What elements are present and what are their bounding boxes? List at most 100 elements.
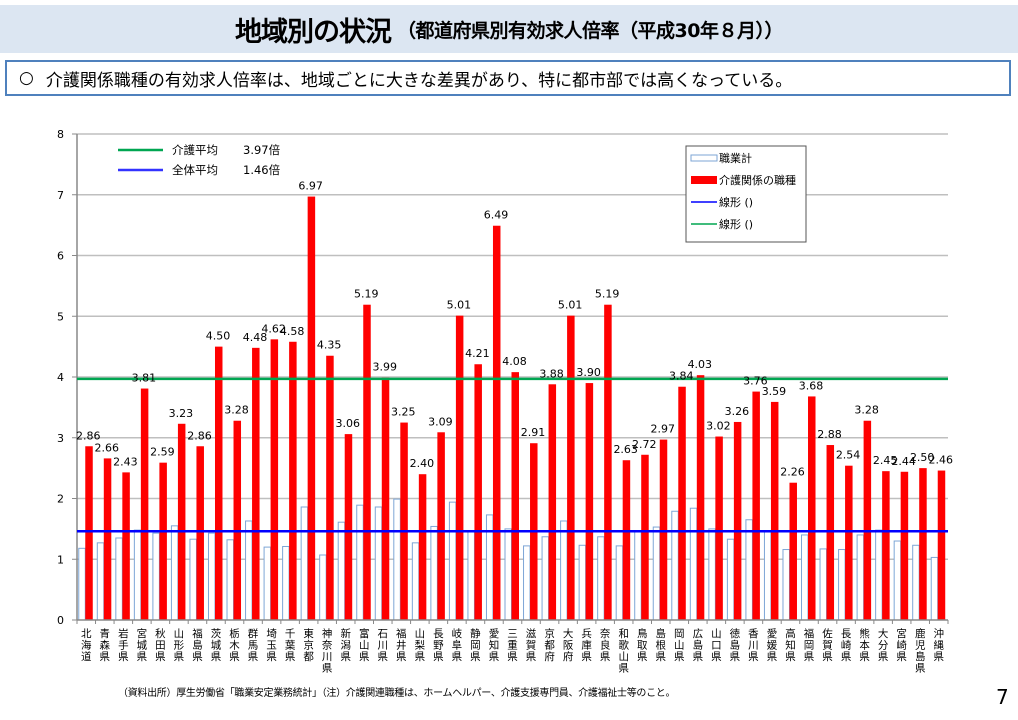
- page-number: 7: [996, 685, 1009, 709]
- bar-care-occupations: [400, 422, 408, 620]
- bar-all-occupations: [912, 544, 920, 621]
- x-tick-label: 石川県: [378, 628, 389, 663]
- bar-all-occupations: [838, 549, 846, 621]
- x-tick-label: 山口県: [711, 628, 722, 663]
- x-tick-label: 静岡県: [470, 627, 481, 663]
- bar-care-occupations: [418, 474, 427, 620]
- bar-all-occupations: [282, 545, 290, 621]
- y-axis: 0 1 2 3 4 5 6 7 8: [57, 128, 78, 627]
- bar-care-occupations: [882, 471, 890, 620]
- data-label: 2.26: [780, 466, 805, 479]
- data-label: 3.84: [669, 370, 694, 383]
- bar-all-occupations: [411, 542, 420, 621]
- x-tick-label: 秋田県: [155, 627, 166, 663]
- x-tick-label: 香川県: [748, 628, 759, 663]
- bar-all-occupations: [263, 546, 272, 621]
- bullet-circle-icon: ○: [19, 68, 34, 88]
- bar-care-occupations: [252, 347, 260, 620]
- y-tick-label: 1: [57, 553, 64, 566]
- bar-all-occupations: [133, 529, 142, 621]
- bar-all-occupations: [226, 539, 235, 621]
- bar-care-occupations: [122, 472, 130, 620]
- bar-care-occupations: [455, 315, 464, 620]
- bar-care-occupations: [622, 460, 631, 620]
- bar-all-occupations: [615, 545, 624, 621]
- bar-care-occupations: [159, 462, 167, 620]
- data-label: 2.50: [910, 451, 935, 464]
- bar-care-occupations: [548, 384, 557, 620]
- data-label: 3.02: [706, 420, 731, 433]
- bar-all-occupations: [356, 504, 364, 621]
- x-tick-label: 鹿児島県: [915, 627, 926, 675]
- bar-care-occupations: [344, 434, 353, 620]
- bar-all-occupations: [78, 547, 86, 621]
- x-tick-label: 鳥取県: [637, 627, 648, 663]
- data-label: 3.99: [373, 361, 398, 374]
- bar-care-occupations: [233, 420, 242, 620]
- x-tick-label: 岩手県: [118, 627, 129, 663]
- data-label: 2.43: [113, 455, 138, 468]
- x-tick-label: 大分県: [878, 627, 889, 663]
- y-tick-label: 4: [57, 371, 64, 384]
- y-tick-label: 0: [57, 614, 64, 627]
- summary-text: 介護関係職種の有効求人倍率は、地域ごとに大きな差異があり、特に都市部では高くなっ…: [45, 70, 793, 91]
- x-tick-label: 山梨県: [415, 628, 426, 663]
- y-tick-label: 2: [57, 493, 64, 506]
- bar-all-occupations: [560, 520, 568, 621]
- data-label: 2.54: [836, 449, 861, 462]
- x-tick-label: 千葉県: [285, 628, 296, 663]
- data-label: 2.86: [187, 429, 212, 442]
- bar-care-occupations: [177, 423, 186, 620]
- data-labels: 2.862.662.433.812.593.232.864.503.284.48…: [76, 180, 953, 479]
- y-tick-label: 3: [57, 432, 64, 445]
- data-label: 5.19: [595, 288, 620, 301]
- data-label: 2.86: [76, 429, 101, 442]
- bar-care-occupations: [733, 421, 742, 620]
- data-label: 6.49: [484, 209, 509, 222]
- x-tick-label: 福島県: [192, 627, 203, 663]
- bar-care-occupations: [307, 196, 316, 620]
- data-label: 2.59: [150, 446, 175, 459]
- bar-care-occupations: [196, 446, 204, 620]
- bar-all-occupations: [300, 506, 309, 621]
- data-label: 3.81: [132, 372, 157, 385]
- data-label: 4.21: [465, 347, 490, 360]
- bar-all-occupations: [893, 540, 902, 621]
- data-label: 4.03: [688, 358, 713, 371]
- x-tick-label: 栃木県: [229, 627, 240, 663]
- x-tick-label: 奈良県: [600, 627, 611, 663]
- bar-all-occupations: [763, 531, 772, 621]
- x-tick-label: 福井県: [396, 627, 407, 663]
- bar-care-occupations: [511, 372, 519, 620]
- data-label: 3.76: [743, 375, 768, 388]
- x-tick-label: 山形県: [174, 628, 185, 663]
- x-tick-label: 愛知県: [489, 627, 500, 663]
- bar-all-occupations: [430, 525, 438, 621]
- bar-all-occupations: [875, 529, 883, 621]
- x-tick-label: 宮崎県: [896, 627, 907, 663]
- reference-lines: [77, 377, 948, 533]
- data-label: 2.45: [873, 454, 898, 467]
- data-label: 3.28: [224, 404, 249, 417]
- bar-care-occupations: [289, 341, 297, 620]
- bar-care-occupations: [585, 383, 594, 620]
- legend-label: 職業計: [719, 151, 752, 165]
- x-tick-label: 新潟県: [340, 627, 351, 663]
- bar-all-occupations: [448, 501, 457, 621]
- annotation-label: 介護平均: [172, 143, 218, 157]
- data-label: 5.01: [447, 299, 472, 312]
- bar-all-occupations: [245, 520, 253, 621]
- bar-all-occupations: [207, 532, 216, 621]
- bar-care-occupations: [437, 432, 445, 620]
- data-label: 3.88: [539, 367, 564, 380]
- x-tick-label: 北海道: [81, 628, 92, 663]
- data-label: 3.09: [428, 415, 453, 428]
- data-label: 3.28: [854, 404, 879, 417]
- bar-all-occupations: [467, 530, 475, 621]
- x-tick-label: 神奈川県: [322, 627, 333, 675]
- bar-all-occupations: [801, 534, 809, 621]
- legend-label: 線形 (): [719, 217, 753, 231]
- bar-all-occupations: [671, 510, 679, 621]
